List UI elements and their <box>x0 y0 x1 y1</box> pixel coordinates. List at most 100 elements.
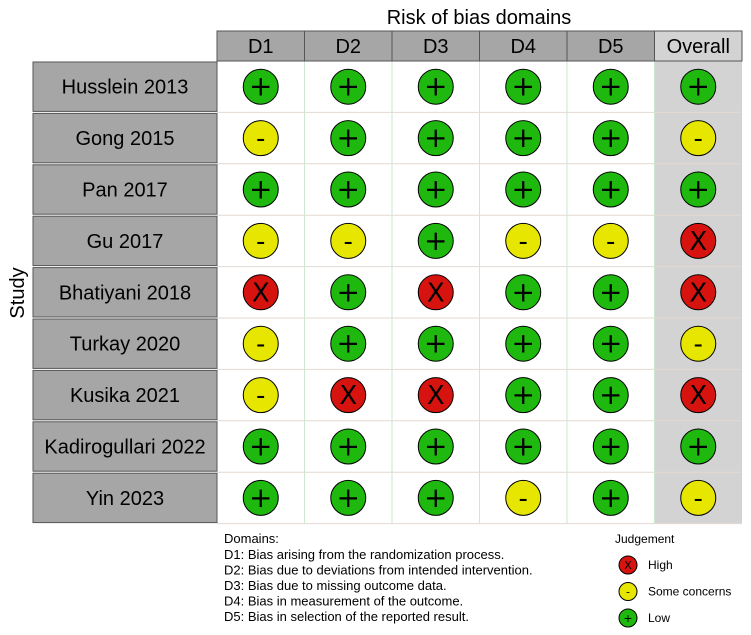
judgement-symbol: + <box>337 430 360 463</box>
judgement-circle <box>242 428 279 465</box>
judgement-mark-low: + <box>505 68 542 105</box>
judgement-symbol: + <box>424 224 447 257</box>
judgement-mark-some: - <box>242 325 279 362</box>
judgement-circle <box>242 325 279 362</box>
judgement-circle <box>505 171 542 208</box>
judgement-mark-some: - <box>242 120 279 157</box>
judgement-circle <box>505 68 542 105</box>
judgement-circle <box>417 428 454 465</box>
judgement-symbol: + <box>337 173 360 206</box>
judgement-mark-some: - <box>592 222 629 259</box>
judgement-mark-high: X <box>417 274 454 311</box>
judgement-mark-low: + <box>417 479 454 516</box>
judgement-symbol: - <box>344 227 353 257</box>
study-label: Kadirogullari 2022 <box>44 437 205 459</box>
judgement-mark-low: + <box>330 479 367 516</box>
judgement-symbol: - <box>694 124 703 154</box>
column-header-cell <box>479 30 568 62</box>
judgement-mark-low: + <box>330 68 367 105</box>
judgement-symbol: + <box>599 173 622 206</box>
judgement-symbol: + <box>249 173 272 206</box>
judgement-circle <box>417 325 454 362</box>
column-header-label: Overall <box>667 36 730 58</box>
judgement-symbol: X <box>427 278 445 308</box>
judgement-mark-low: + <box>680 68 717 105</box>
judgement-mark-high: X <box>417 377 454 414</box>
judgement-mark-low: + <box>505 325 542 362</box>
judgement-circle <box>417 120 454 157</box>
judgement-circle <box>680 428 717 465</box>
judgement-mark-low: + <box>592 274 629 311</box>
judgement-mark-low: + <box>592 479 629 516</box>
judgement-symbol: + <box>687 70 710 103</box>
judgement-mark-some: - <box>505 222 542 259</box>
judgement-circle <box>505 428 542 465</box>
judgement-symbol: X <box>689 227 707 257</box>
judgement-circle <box>330 274 367 311</box>
column-header-cell <box>304 30 393 62</box>
legend-item-low: + Low <box>618 608 670 628</box>
judgement-mark-high: X <box>680 274 717 311</box>
study-label-cell <box>32 421 218 472</box>
judgement-symbol: + <box>599 70 622 103</box>
column-header-label: D4 <box>510 36 536 58</box>
judgement-circle <box>680 274 717 311</box>
judgement-mark-low: + <box>505 274 542 311</box>
judgement-mark-low: + <box>505 377 542 414</box>
judgement-symbol: - <box>519 484 528 514</box>
judgement-circle <box>680 68 717 105</box>
judgement-mark-low: + <box>592 428 629 465</box>
judgement-mark-some: - <box>680 325 717 362</box>
judgement-circle <box>242 222 279 259</box>
judgement-circle <box>417 274 454 311</box>
column-header-cell <box>654 30 743 62</box>
judgement-mark-high: X <box>680 377 717 414</box>
study-label-cell <box>32 472 218 524</box>
column-header-label: D5 <box>598 36 624 58</box>
domains-note: Domains:D1: Bias arising from the random… <box>224 531 533 624</box>
judgement-mark-low: + <box>242 479 279 516</box>
judgement-circle <box>330 428 367 465</box>
judgement-circle <box>680 171 717 208</box>
legend-title: Judgement <box>615 532 675 546</box>
judgement-mark-low: + <box>242 171 279 208</box>
judgement-mark-some: - <box>242 222 279 259</box>
judgement-circle <box>242 68 279 105</box>
judgement-symbol: + <box>337 70 360 103</box>
legend-label: High <box>648 558 673 572</box>
domain-definition: D3: Bias due to missing outcome data. <box>224 578 447 593</box>
study-label-cell <box>32 215 218 267</box>
judgement-mark-low: + <box>417 68 454 105</box>
judgement-symbol: + <box>512 173 535 206</box>
judgement-symbol: + <box>249 481 272 514</box>
judgement-circle <box>680 325 717 362</box>
judgement-circle <box>592 222 629 259</box>
judgement-circle <box>505 325 542 362</box>
judgement-mark-low: + <box>242 68 279 105</box>
judgement-circle <box>505 479 542 516</box>
judgement-mark-some: - <box>505 479 542 516</box>
judgement-circle <box>592 274 629 311</box>
judgement-symbol: + <box>337 327 360 360</box>
judgement-circle <box>680 222 717 259</box>
judgement-symbol: + <box>424 173 447 206</box>
judgement-circle <box>330 68 367 105</box>
judgement-symbol: + <box>599 481 622 514</box>
legend-label: Low <box>648 611 670 625</box>
study-label: Bhatiyani 2018 <box>59 282 191 304</box>
judgement-mark-low: + <box>505 120 542 157</box>
judgement-circle <box>417 171 454 208</box>
judgement-symbol: X <box>339 381 357 411</box>
judgement-symbol: + <box>424 121 447 154</box>
judgement-symbol: - <box>694 484 703 514</box>
judgement-mark-low: + <box>330 171 367 208</box>
legend-swatch <box>618 555 638 575</box>
judgement-circle <box>680 479 717 516</box>
judgement-circle <box>505 120 542 157</box>
domain-definition: D1: Bias arising from the randomization … <box>224 547 504 562</box>
judgement-mark-some: - <box>242 377 279 414</box>
study-label: Gu 2017 <box>87 231 164 253</box>
judgement-symbol: + <box>424 327 447 360</box>
study-label: Gong 2015 <box>76 128 175 150</box>
judgement-mark-low: + <box>505 428 542 465</box>
